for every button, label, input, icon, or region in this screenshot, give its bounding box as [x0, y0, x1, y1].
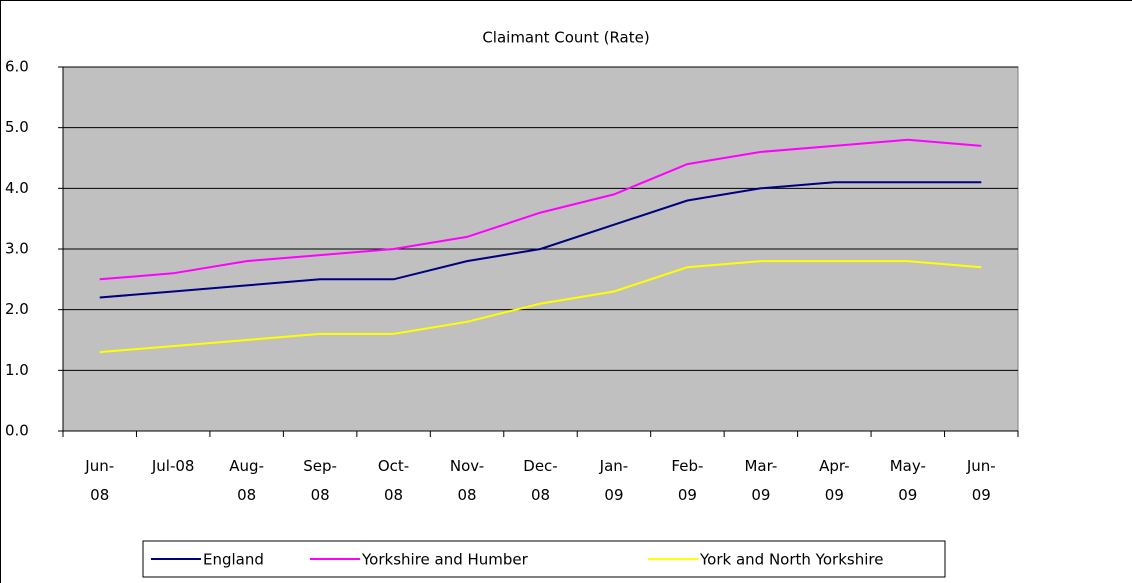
y-tick-label: 0.0 — [5, 422, 29, 440]
x-tick-label: May-09 — [889, 457, 926, 504]
legend-label: Yorkshire and Humber — [361, 551, 529, 569]
y-tick-label: 1.0 — [5, 361, 29, 379]
legend-label: England — [203, 551, 264, 569]
x-tick-label: Oct-08 — [377, 457, 410, 504]
x-tick-label: Aug-08 — [229, 457, 264, 504]
x-tick-label: Jul-08 — [151, 457, 195, 475]
x-tick-label: Jun-09 — [966, 457, 996, 504]
y-tick-label: 4.0 — [5, 179, 29, 197]
y-tick-label: 2.0 — [5, 300, 29, 318]
x-tick-label: Jan-09 — [599, 457, 629, 504]
x-tick-label: Jun-08 — [85, 457, 115, 504]
chart-title: Claimant Count (Rate) — [482, 29, 649, 47]
y-tick-label: 5.0 — [5, 118, 29, 136]
x-tick-label: Apr-09 — [819, 457, 850, 504]
x-tick-label: Mar-09 — [744, 457, 778, 504]
x-tick-label: Nov-08 — [449, 457, 485, 504]
series-line — [99, 138, 982, 281]
x-tick-label: Dec-08 — [523, 457, 558, 504]
legend-label: York and North Yorkshire — [699, 551, 883, 569]
series-line — [99, 260, 982, 354]
y-tick-label: 6.0 — [5, 58, 29, 76]
legend-box — [142, 540, 946, 578]
series-line — [99, 181, 982, 299]
x-tick-label: Feb-09 — [671, 457, 704, 504]
y-tick-label: 3.0 — [5, 240, 29, 258]
x-tick-label: Sep-08 — [303, 457, 337, 504]
